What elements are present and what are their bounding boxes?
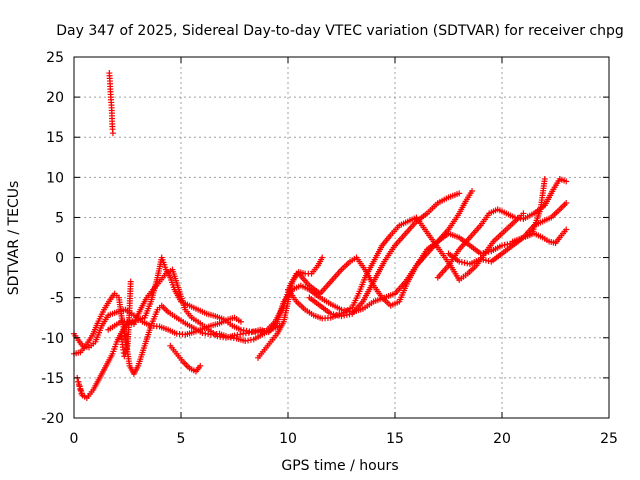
data-point	[127, 278, 134, 285]
data-point	[563, 200, 570, 207]
data-point	[477, 256, 484, 263]
data-point	[482, 249, 489, 256]
series-arc-10	[434, 175, 570, 281]
y-tick-label: -5	[50, 291, 64, 307]
y-tick-label: -20	[41, 411, 64, 427]
y-tick-label: -15	[41, 371, 64, 387]
data-point	[338, 313, 345, 320]
data-point	[123, 348, 130, 355]
x-tick-label: 10	[279, 431, 297, 447]
data-point	[327, 310, 334, 317]
axis-ticks	[73, 56, 610, 419]
data-point	[469, 187, 476, 194]
y-tick-label: 10	[46, 170, 64, 186]
y-tick-label: 25	[46, 50, 64, 66]
data-point	[456, 258, 463, 265]
data-point	[237, 318, 244, 325]
y-axis-label: SDTVAR / TECUs	[6, 181, 22, 296]
data-point	[480, 249, 487, 256]
data-point	[335, 312, 342, 319]
data-point	[319, 254, 326, 261]
x-tick-label: 15	[386, 431, 404, 447]
x-tick-label: 20	[493, 431, 511, 447]
x-tick-label: 5	[177, 431, 186, 447]
data-point	[499, 242, 505, 249]
data-point	[122, 350, 129, 357]
data-point	[341, 312, 348, 319]
data-point	[109, 130, 116, 137]
data-point	[458, 259, 465, 266]
data-point	[563, 178, 570, 185]
series-arc-5	[167, 342, 204, 375]
data-point	[330, 311, 337, 318]
series-arc-8	[295, 175, 548, 309]
data-point	[197, 362, 204, 369]
series-arc-9	[306, 190, 463, 320]
series-arc-11	[445, 200, 570, 267]
data-point	[480, 256, 487, 263]
x-tick-labels: 0 5 10 15 20 25	[70, 431, 618, 447]
plot-frame	[73, 56, 610, 419]
data-point	[482, 257, 489, 264]
data-point	[461, 259, 468, 266]
data-point	[77, 386, 84, 393]
y-tick-label: 0	[55, 251, 64, 267]
data-point	[520, 210, 527, 217]
data-point	[343, 311, 350, 318]
data-point	[541, 175, 548, 182]
data-point	[563, 226, 570, 233]
data-point	[123, 345, 130, 352]
data-point	[76, 382, 83, 389]
y-tick-label: -10	[41, 331, 64, 347]
y-tick-label: 20	[46, 90, 64, 106]
data-point	[78, 390, 85, 397]
x-tick-label: 0	[70, 431, 79, 447]
data-series	[71, 70, 570, 401]
data-point	[456, 190, 463, 197]
chart-title: Day 347 of 2025, Sidereal Day-to-day VTE…	[56, 23, 624, 39]
series-spike-2	[118, 278, 134, 360]
x-axis-label: GPS time / hours	[281, 458, 398, 474]
data-point	[504, 241, 511, 248]
data-point	[485, 248, 492, 255]
series-spike-1	[106, 70, 116, 137]
data-point	[346, 311, 353, 318]
data-point	[485, 257, 492, 264]
series-arc-12	[509, 226, 570, 247]
y-tick-labels: -20 -15 -10 -5 0 5 10 15 20 25	[41, 50, 64, 427]
x-tick-label: 25	[600, 431, 618, 447]
data-point	[75, 378, 82, 385]
data-point	[477, 250, 484, 257]
data-point	[333, 311, 340, 318]
y-tick-label: 15	[46, 130, 64, 146]
y-tick-label: 5	[55, 210, 64, 226]
data-point	[501, 241, 508, 248]
